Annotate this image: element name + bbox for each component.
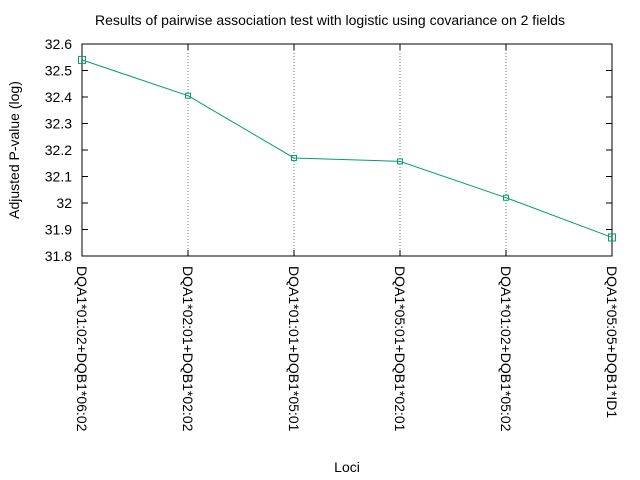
x-tick-label: DQA1*05:01+DQB1*02:01	[392, 266, 408, 432]
grid	[187, 44, 507, 256]
y-tick-label: 32.3	[45, 116, 72, 132]
data-point	[291, 154, 297, 161]
y-axis-label: Adjusted P-value (log)	[6, 81, 22, 219]
data-point	[185, 92, 191, 99]
data-point	[78, 55, 86, 64]
x-tick-label: DQA1*05:05+DQB1*ID1	[604, 266, 620, 418]
y-tick-label: 32.2	[45, 142, 72, 158]
data-point	[608, 233, 616, 242]
x-axis-label: Loci	[334, 459, 360, 475]
y-axis: 32.6 32.5 32.4 32.3 32.2 32.1 32 31.9 31.8	[45, 36, 612, 264]
x-tick-label: DQA1*02:01+DQB1*02:02	[180, 266, 196, 432]
series-line	[81, 59, 613, 238]
y-tick-label: 32.6	[45, 36, 72, 52]
x-tick-label: DQA1*01:02+DQB1*06:02	[74, 266, 90, 432]
plot-frame	[81, 43, 613, 257]
y-tick-label: 32.4	[45, 89, 72, 105]
y-tick-label: 32.1	[45, 169, 72, 185]
x-axis: DQA1*01:02+DQB1*06:02 DQA1*02:01+DQB1*02:…	[74, 44, 620, 432]
y-tick-label: 31.8	[45, 248, 72, 264]
chart-title: Results of pairwise association test wit…	[95, 12, 565, 28]
x-tick-label: DQA1*01:02+DQB1*05:02	[498, 266, 514, 432]
x-tick-label: DQA1*01:01+DQB1*05:01	[286, 266, 302, 432]
data-point	[503, 194, 509, 201]
series-group	[78, 55, 616, 242]
y-tick-label: 32.5	[45, 63, 72, 79]
y-tick-label: 32	[56, 195, 72, 211]
y-tick-label: 31.9	[45, 222, 72, 238]
data-point	[397, 158, 403, 165]
